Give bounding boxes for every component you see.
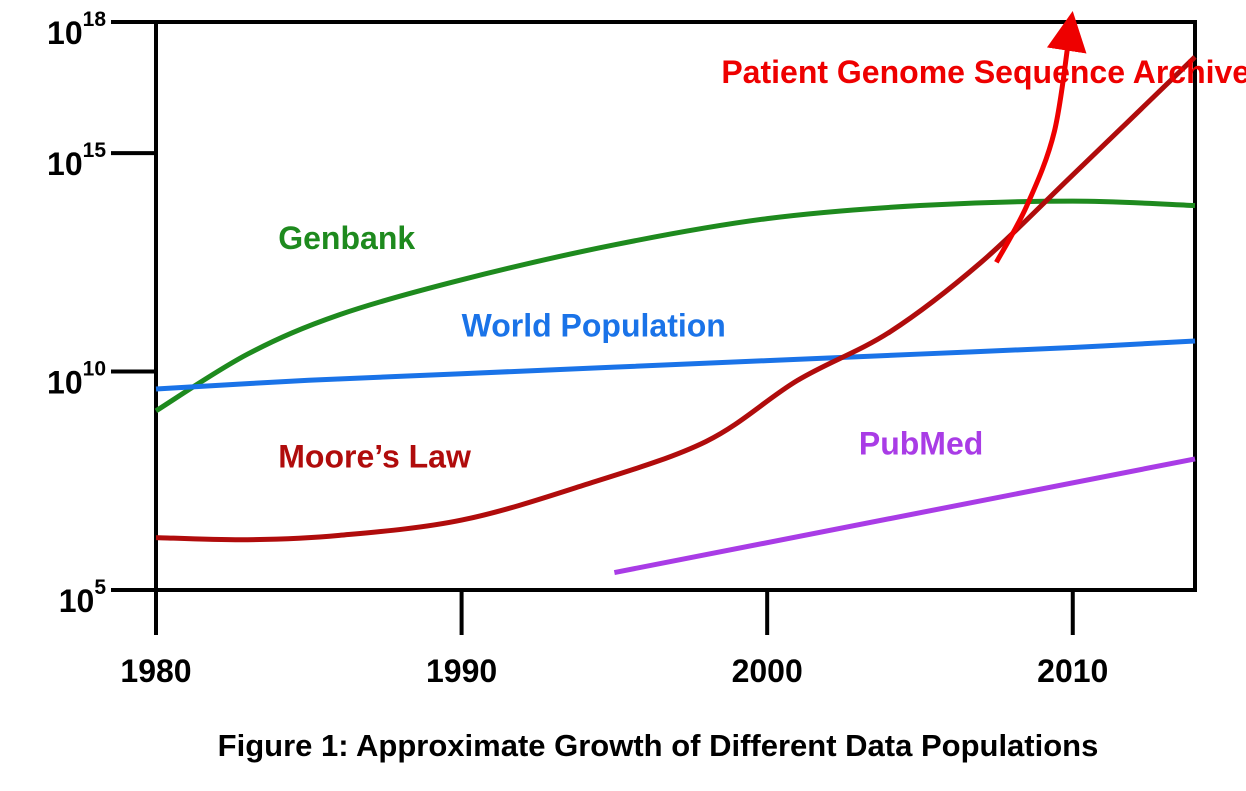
series-label-moores-law: Moore’s Law: [278, 439, 471, 475]
series-lines: [154, 10, 1197, 575]
x-tick-label-1990: 1990: [426, 653, 497, 689]
series-label-world-population: World Population: [462, 308, 726, 344]
plot-frame: [154, 20, 1197, 592]
x-axis-ticks: 1980 1990 2000 2010: [120, 590, 1108, 689]
y-tick-label-18: 1018: [47, 8, 106, 51]
series-label-patient-genome: Patient Genome Sequence Archive: [721, 54, 1246, 90]
series-line-patient-genome: [994, 10, 1087, 264]
y-axis-ticks: 105 1010 1015 1018: [47, 8, 156, 619]
series-label-pubmed: PubMed: [859, 426, 983, 462]
y-tick-label-10: 1010: [47, 358, 106, 401]
series-label-genbank: Genbank: [278, 220, 415, 256]
y-tick-label-5: 105: [59, 576, 107, 619]
x-tick-label-2010: 2010: [1037, 653, 1108, 689]
y-tick-label-15: 1015: [47, 139, 106, 182]
x-tick-label-2000: 2000: [732, 653, 803, 689]
chart: 105 1010 1015 1018 1980 1990 2000 2010 Genbank…: [47, 8, 1246, 689]
series-line-pubmed: [613, 456, 1196, 575]
series-line-world-population: [155, 338, 1196, 392]
figure-caption: Figure 1: Approximate Growth of Differen…: [217, 728, 1099, 763]
series-line-moores-law: [155, 55, 1197, 543]
x-tick-label-1980: 1980: [120, 653, 191, 689]
series-labels: Genbank World Population Moore’s Law PubMed…: [278, 54, 1246, 474]
